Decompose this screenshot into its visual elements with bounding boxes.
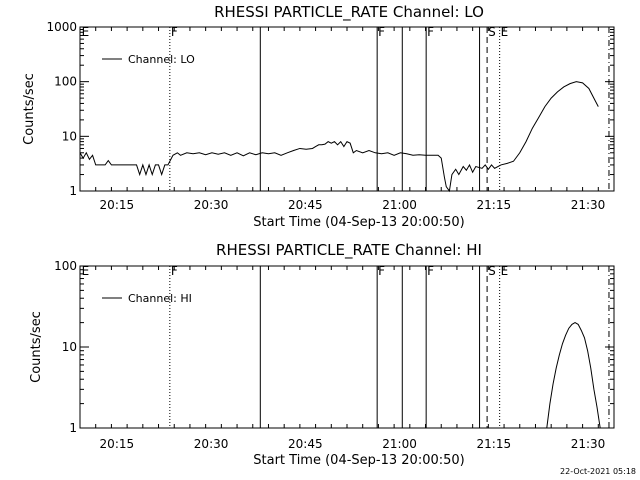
event-marker-label: F [171,25,178,39]
x-axis-label: Start Time (04-Sep-13 20:00:50) [253,215,464,230]
y-tick-label: 1 [69,421,77,435]
footer-timestamp: 22-Oct-2021 05:18 [560,467,636,476]
chart-panel-hi: RHESSI PARTICLE_RATE Channel: HI 1 10 100 2… [29,241,615,468]
event-marker-label: F [427,25,434,39]
plot-frame [79,265,615,429]
event-marker-label: S [488,264,496,278]
chart-panel-lo: RHESSI PARTICLE_RATE Channel: LO 1 10 100 1… [22,3,615,230]
x-tick-label: 21:15 [477,437,512,451]
x-tick-label: 21:30 [571,198,606,212]
series-line [546,322,601,429]
x-tick-label: 20:30 [194,198,229,212]
x-tick-label: 21:00 [382,198,417,212]
y-tick-label: 1 [69,184,77,198]
legend-label: Channel: HI [128,292,192,305]
x-tick-label: 21:15 [477,198,512,212]
x-tick-label: 20:30 [194,437,229,451]
legend-label: Channel: LO [128,53,195,66]
chart-title: RHESSI PARTICLE_RATE Channel: HI [216,241,482,260]
event-marker-label: E [501,25,509,39]
y-axis-label: Counts/sec [29,311,44,383]
event-marker-label: E [82,264,90,278]
event-marker-label: E [82,25,90,39]
x-tick-label: 20:45 [288,437,323,451]
x-tick-label: 21:00 [382,437,417,451]
x-tick-label: 21:30 [571,437,606,451]
event-marker-label: F [171,264,178,278]
series-line [79,81,599,193]
x-axis-label: Start Time (04-Sep-13 20:00:50) [253,453,464,468]
chart-title: RHESSI PARTICLE_RATE Channel: LO [214,3,484,22]
x-tick-label: 20:45 [288,198,323,212]
x-tick-label: 20:15 [100,198,135,212]
event-marker-label: F [427,264,434,278]
y-axis-label: Counts/sec [22,73,37,145]
x-tick-label: 20:15 [100,437,135,451]
y-tick-label: 100 [54,259,77,273]
y-tick-label: 10 [62,340,77,354]
event-marker-label: E [501,264,509,278]
y-tick-label: 1000 [46,20,77,34]
event-marker-label: F [378,25,385,39]
y-tick-label: 100 [54,75,77,89]
event-marker-label: F [378,264,385,278]
y-tick-label: 10 [62,129,77,143]
event-marker-label: S [488,25,496,39]
plot-frame [79,26,615,192]
